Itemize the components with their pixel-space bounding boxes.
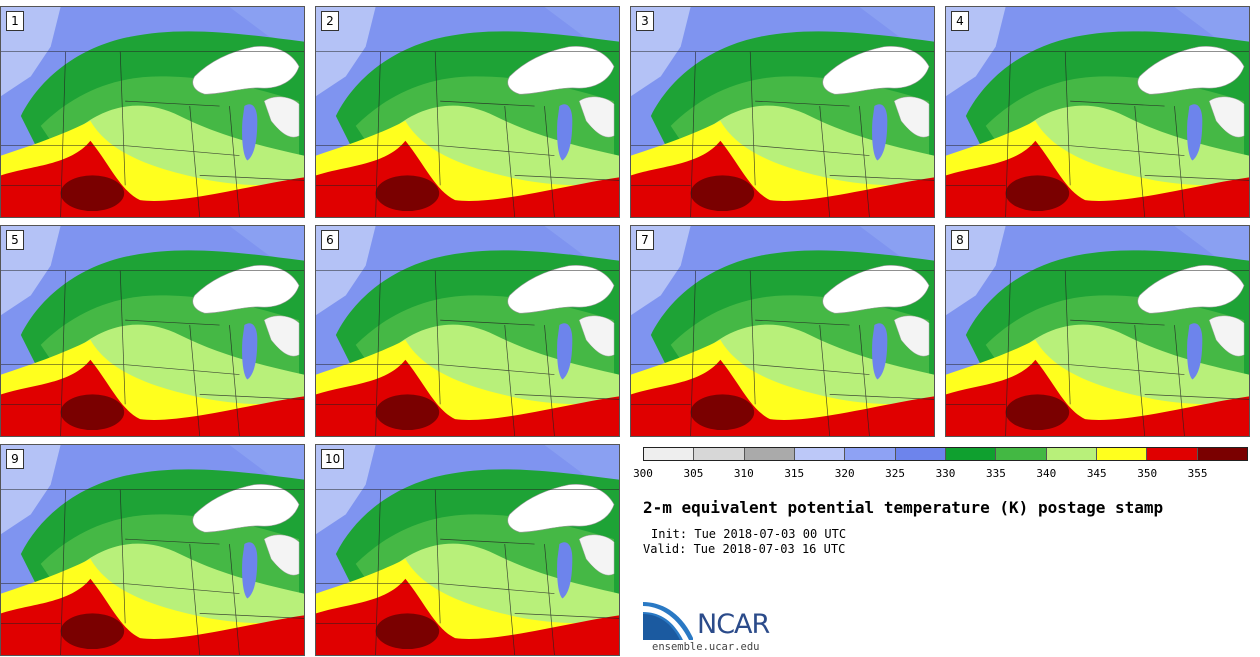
colorbar-tick-label: 325 — [885, 467, 906, 480]
member-number-label: 4 — [951, 11, 969, 31]
member-number-label: 1 — [6, 11, 24, 31]
colorbar-swatch — [644, 448, 695, 460]
theta-e-map — [316, 7, 619, 217]
figure-title: 2-m equivalent potential temperature (K)… — [643, 498, 1164, 517]
colorbar-swatch — [845, 448, 896, 460]
colorbar-tick-label: 320 — [834, 467, 855, 480]
colorbar-tick-label: 305 — [683, 467, 704, 480]
member-number-label: 6 — [321, 230, 339, 250]
colorbar-tick-label: 315 — [784, 467, 805, 480]
member-number-label: 7 — [636, 230, 654, 250]
theta-e-map — [946, 226, 1249, 436]
ensemble-member-panel: 7 — [630, 225, 935, 437]
member-number-label: 5 — [6, 230, 24, 250]
colorbar-tick-label: 335 — [985, 467, 1006, 480]
colorbar-tick-label: 310 — [733, 467, 754, 480]
ensemble-member-panel: 3 — [630, 6, 935, 218]
colorbar-tick-label: 340 — [1036, 467, 1057, 480]
colorbar-tick-label: 345 — [1086, 467, 1107, 480]
theta-e-map — [631, 226, 934, 436]
colorbar-tick-label: 330 — [935, 467, 956, 480]
colorbar-tick-label: 350 — [1137, 467, 1158, 480]
ensemble-member-panel: 6 — [315, 225, 620, 437]
theta-e-map — [946, 7, 1249, 217]
colorbar — [643, 447, 1248, 461]
ncar-logo: NCAR — [643, 600, 793, 645]
colorbar-swatch — [794, 448, 846, 460]
colorbar-swatch — [996, 448, 1047, 460]
colorbar-swatch — [1147, 448, 1198, 460]
ensemble-member-panel: 8 — [945, 225, 1250, 437]
theta-e-map — [316, 226, 619, 436]
ensemble-member-panel: 10 — [315, 444, 620, 656]
colorbar-swatch — [945, 448, 997, 460]
colorbar-swatch — [1096, 448, 1148, 460]
theta-e-map — [1, 226, 304, 436]
ensemble-member-panel: 5 — [0, 225, 305, 437]
ensemble-member-panel: 9 — [0, 444, 305, 656]
ensemble-member-panel: 2 — [315, 6, 620, 218]
member-number-label: 3 — [636, 11, 654, 31]
colorbar-swatch — [1197, 448, 1247, 460]
colorbar-swatch — [744, 448, 795, 460]
colorbar-swatch — [694, 448, 745, 460]
logo-text: NCAR — [697, 609, 770, 640]
member-number-label: 8 — [951, 230, 969, 250]
theta-e-map — [1, 7, 304, 217]
ensemble-member-panel: 4 — [945, 6, 1250, 218]
member-number-label: 9 — [6, 449, 24, 469]
ensemble-member-panel: 1 — [0, 6, 305, 218]
theta-e-map — [316, 445, 619, 655]
colorbar-tick-label: 300 — [633, 467, 653, 480]
colorbar-swatch — [895, 448, 946, 460]
valid-time: Valid: Tue 2018-07-03 16 UTC — [643, 542, 846, 556]
colorbar-tick-label: 355 — [1187, 467, 1208, 480]
init-time: Init: Tue 2018-07-03 00 UTC — [651, 527, 847, 541]
ncar-swoosh-icon — [643, 602, 693, 640]
colorbar-swatch — [1046, 448, 1097, 460]
member-number-label: 2 — [321, 11, 339, 31]
theta-e-map — [631, 7, 934, 217]
theta-e-map — [1, 445, 304, 655]
site-url[interactable]: ensemble.ucar.edu — [652, 641, 760, 653]
member-number-label: 10 — [321, 449, 345, 469]
